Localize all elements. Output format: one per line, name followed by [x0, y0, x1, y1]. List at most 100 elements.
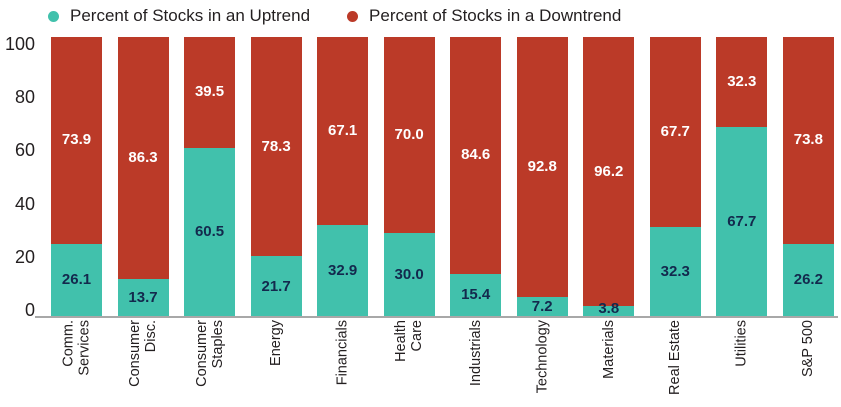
- x-axis-label-cell-energy: Energy: [251, 319, 302, 407]
- uptrend-value-label: 3.8: [598, 299, 620, 317]
- downtrend-value-label: 96.2: [594, 162, 624, 180]
- bar-comm-services: 73.9 26.1: [51, 37, 102, 317]
- x-axis-label: Health Care: [393, 320, 426, 362]
- bar-segment-uptrend: 32.3: [649, 226, 701, 317]
- bar-segment-downtrend: 73.9: [51, 37, 102, 244]
- uptrend-value-label: 32.9: [328, 261, 358, 279]
- bar-segment-downtrend: 32.3: [716, 37, 768, 128]
- bar-technology: 92.8 7.2: [516, 37, 568, 317]
- y-axis-tick: 40: [14, 193, 35, 214]
- uptrend-legend-dot-icon: [48, 10, 59, 22]
- x-axis-label: Consumer Staples: [193, 320, 226, 387]
- uptrend-value-label: 67.7: [727, 213, 757, 231]
- x-axis-label: Real Estate: [667, 320, 684, 395]
- uptrend-value-label: 13.7: [128, 288, 158, 306]
- bar-segment-uptrend: 13.7: [117, 278, 169, 317]
- downtrend-legend-label: Percent of Stocks in a Downtrend: [369, 6, 622, 25]
- bar-financials: 67.1 32.9: [317, 37, 369, 317]
- x-axis-label: Energy: [268, 320, 285, 366]
- bar-utilities: 32.3 67.7: [716, 37, 768, 317]
- y-axis-tick: 0: [24, 300, 35, 320]
- downtrend-value-label: 73.8: [793, 131, 823, 149]
- x-axis-label-cell-consumer-disc: Consumer Disc.: [118, 319, 169, 407]
- bar-segment-downtrend: 67.7: [649, 37, 701, 227]
- bar-segment-uptrend: 26.1: [51, 243, 102, 317]
- x-axis: Comm. Services Consumer Disc. Consumer Sta…: [41, 319, 841, 407]
- bar-segment-downtrend: 78.3: [250, 37, 302, 257]
- y-axis: 100 80 60 40 20 0: [0, 34, 36, 320]
- bar-industrials: 84.6 15.4: [450, 37, 502, 317]
- bar-segment-uptrend: 32.9: [317, 224, 369, 317]
- bar-s-p-500: 73.8 26.2: [782, 37, 834, 317]
- bar-segment-uptrend: 3.8: [583, 300, 635, 317]
- downtrend-value-label: 84.6: [461, 146, 491, 164]
- x-axis-label-cell-financials: Financials: [317, 319, 368, 407]
- x-axis-label: Materials: [600, 320, 617, 379]
- uptrend-value-label: 7.2: [531, 297, 553, 315]
- bar-health-care: 70.0 30.0: [383, 37, 435, 317]
- legend: Percent of Stocks in an Uptrend Percent …: [48, 2, 621, 30]
- bar-segment-uptrend: 15.4: [450, 273, 502, 317]
- bar-segment-downtrend: 39.5: [184, 37, 236, 148]
- y-axis-tick: 80: [14, 87, 35, 108]
- uptrend-value-label: 26.1: [61, 271, 92, 289]
- x-axis-label-cell-materials: Materials: [583, 319, 634, 407]
- y-axis-tick: 100: [4, 34, 35, 54]
- downtrend-value-label: 32.3: [727, 73, 757, 91]
- uptrend-value-label: 26.2: [793, 271, 823, 289]
- bar-consumer-disc: 86.3 13.7: [117, 37, 169, 317]
- bar-energy: 78.3 21.7: [250, 37, 302, 317]
- uptrend-value-label: 32.3: [660, 262, 690, 280]
- bar-consumer-staples: 39.5 60.5: [184, 37, 236, 317]
- x-axis-label-cell-industrials: Industrials: [450, 319, 501, 407]
- downtrend-value-label: 73.9: [61, 131, 92, 149]
- bar-segment-downtrend: 92.8: [516, 37, 568, 297]
- x-axis-label: Utilities: [733, 320, 750, 367]
- bar-real-estate: 67.7 32.3: [649, 37, 701, 317]
- x-axis-label: Comm. Services: [60, 320, 93, 376]
- downtrend-value-label: 86.3: [128, 148, 158, 166]
- x-axis-label: Financials: [334, 320, 351, 386]
- bar-segment-downtrend: 67.1: [317, 37, 369, 225]
- downtrend-value-label: 67.7: [660, 122, 690, 140]
- legend-item-downtrend: Percent of Stocks in a Downtrend: [347, 6, 621, 26]
- plot-area: 73.9 26.1 86.3 13.7 39.5 60.5 78.3 21.7 67.1 32.9…: [41, 37, 841, 317]
- x-axis-label: Industrials: [467, 320, 484, 387]
- bar-segment-downtrend: 86.3: [117, 37, 169, 279]
- uptrend-value-label: 15.4: [461, 286, 491, 304]
- uptrend-value-label: 21.7: [261, 277, 291, 295]
- x-axis-label: S&P 500: [800, 320, 817, 377]
- bar-segment-uptrend: 21.7: [250, 256, 302, 317]
- uptrend-legend-label: Percent of Stocks in an Uptrend: [70, 6, 311, 25]
- x-axis-label-cell-health-care: Health Care: [384, 319, 435, 407]
- y-axis-tick: 60: [14, 140, 35, 161]
- y-axis-tick: 20: [14, 246, 35, 267]
- bar-segment-uptrend: 67.7: [716, 127, 768, 317]
- downtrend-value-label: 70.0: [394, 126, 424, 143]
- x-axis-label-cell-real-estate: Real Estate: [650, 319, 701, 407]
- bar-segment-downtrend: 70.0: [383, 37, 435, 233]
- uptrend-value-label: 60.5: [194, 223, 225, 241]
- downtrend-value-label: 92.8: [527, 157, 557, 175]
- bar-segment-downtrend: 96.2: [583, 37, 635, 307]
- downtrend-value-label: 67.1: [328, 121, 358, 139]
- uptrend-value-label: 30.0: [394, 266, 424, 283]
- x-axis-label-cell-consumer-staples: Consumer Staples: [184, 319, 235, 407]
- bar-segment-uptrend: 26.2: [782, 243, 834, 317]
- downtrend-value-label: 78.3: [261, 137, 291, 155]
- x-axis-label-cell-technology: Technology: [517, 319, 568, 407]
- bar-segment-downtrend: 73.8: [782, 37, 834, 244]
- downtrend-value-label: 39.5: [194, 83, 225, 101]
- x-axis-line: [35, 316, 838, 318]
- bar-segment-uptrend: 60.5: [184, 147, 236, 317]
- x-axis-label: Consumer Disc.: [127, 320, 160, 387]
- x-axis-label-cell-utilities: Utilities: [716, 319, 767, 407]
- downtrend-legend-dot-icon: [347, 10, 359, 22]
- x-axis-label: Technology: [534, 320, 551, 394]
- legend-item-uptrend: Percent of Stocks in an Uptrend: [48, 6, 310, 26]
- bar-segment-downtrend: 84.6: [450, 37, 502, 274]
- bar-materials: 96.2 3.8: [583, 37, 635, 317]
- x-axis-label-cell-comm-services: Comm. Services: [51, 319, 102, 407]
- x-axis-label-cell-s-p-500: S&P 500: [783, 319, 834, 407]
- bar-segment-uptrend: 7.2: [516, 296, 568, 317]
